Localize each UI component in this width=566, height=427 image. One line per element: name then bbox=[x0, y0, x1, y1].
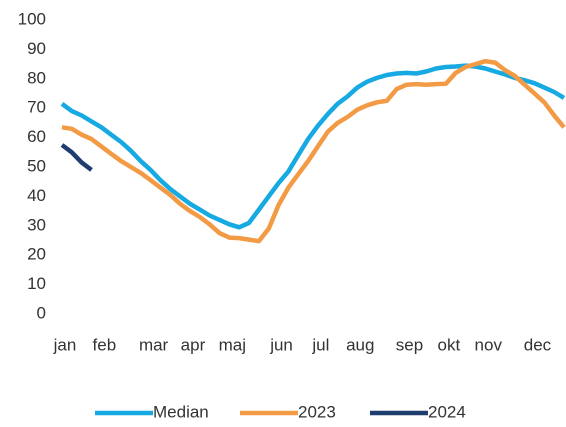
series-line bbox=[60, 63, 566, 230]
x-tick-label: feb bbox=[93, 335, 117, 354]
y-tick-label: 80 bbox=[27, 68, 46, 87]
x-tick-label: nov bbox=[475, 335, 503, 354]
y-tick-label: 40 bbox=[27, 186, 46, 205]
y-tick-label: 70 bbox=[27, 98, 46, 117]
x-tick-label: sep bbox=[396, 335, 423, 354]
x-tick-label: jan bbox=[53, 335, 77, 354]
series-line bbox=[61, 58, 566, 244]
y-tick-label: 100 bbox=[18, 9, 46, 28]
y-tick-label: 60 bbox=[27, 127, 46, 146]
x-tick-label: mar bbox=[139, 335, 169, 354]
y-tick-label: 90 bbox=[27, 39, 46, 58]
x-tick-label: jul bbox=[311, 335, 329, 354]
legend-label: 2023 bbox=[298, 402, 336, 421]
y-tick-label: 50 bbox=[27, 156, 46, 175]
x-tick-label: okt bbox=[438, 335, 461, 354]
x-tick-label: maj bbox=[219, 335, 246, 354]
y-tick-label: 30 bbox=[27, 215, 46, 234]
legend-label: Median bbox=[153, 402, 209, 421]
x-tick-label: dec bbox=[524, 335, 552, 354]
x-tick-label: jun bbox=[269, 335, 293, 354]
series-line bbox=[60, 143, 93, 172]
y-tick-label: 20 bbox=[27, 245, 46, 264]
legend-label: 2024 bbox=[428, 402, 466, 421]
y-tick-label: 0 bbox=[37, 303, 46, 322]
y-tick-label: 10 bbox=[27, 274, 46, 293]
x-tick-label: aug bbox=[346, 335, 374, 354]
x-tick-label: apr bbox=[181, 335, 206, 354]
